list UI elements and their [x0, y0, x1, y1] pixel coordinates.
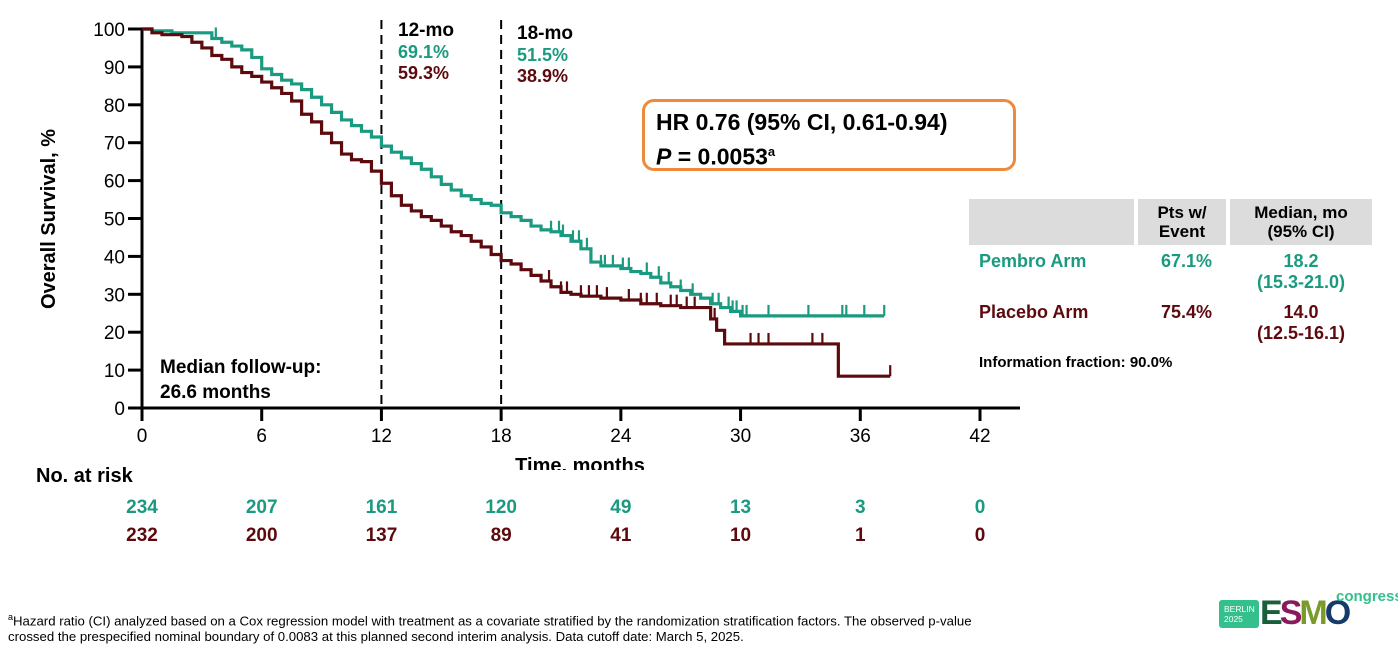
at-risk-title: No. at risk [36, 465, 133, 487]
at-risk-value: 13 [729, 497, 752, 518]
table-header-median: Median, mo (95% CI) [1230, 199, 1372, 245]
x-tick-label: 6 [256, 426, 267, 447]
footnote-marker: a [8, 612, 14, 622]
table-median-placebo-value: 14.0 [1283, 302, 1319, 322]
y-tick-label: 20 [104, 323, 125, 344]
table-median-placebo-ci: (12.5-16.1) [1256, 323, 1346, 343]
at-risk-value: 137 [365, 525, 398, 546]
series-layer [142, 27, 892, 378]
at-risk-value: 3 [854, 497, 866, 518]
annotation-18mo-placebo: 38.9% [517, 66, 569, 86]
km-chart: 0 10 20 30 40 50 60 70 80 90 100 0 6 12 18 24 30 36 42 Ov… [38, 20, 1020, 470]
hazard-ratio-text: HR 0.76 (95% CI, 0.61-0.94) [656, 109, 948, 135]
km-curve-pembro [142, 27, 885, 318]
y-axis-title: Overall Survival, % [38, 129, 60, 309]
at-risk-value: 161 [365, 497, 398, 518]
at-risk-value: 0 [974, 497, 986, 518]
logo-letter-m: M [1299, 594, 1327, 632]
logo-letter-s: S [1279, 594, 1303, 632]
logo-city: BERLIN [1224, 604, 1255, 614]
table-header-events-line1: Pts w/ [1157, 203, 1207, 222]
y-tick-label: 90 [104, 58, 125, 79]
x-tick-label: 36 [850, 426, 871, 447]
annotation-18mo: 18-mo 51.5% 38.9% [517, 23, 573, 87]
logo-letter-o: O [1324, 594, 1352, 632]
at-risk-value: 41 [610, 525, 632, 546]
logo-congress: congress [1336, 588, 1398, 605]
p-value-label: P [656, 143, 672, 170]
median-followup-label: Median follow-up: [160, 357, 322, 378]
annotation-18mo-title: 18-mo [517, 23, 573, 44]
logo-year: 2025 [1224, 614, 1243, 624]
table-median-pembro-value: 18.2 [1283, 251, 1319, 271]
x-axis: 0 6 12 18 24 30 36 42 [137, 406, 1020, 447]
table-header-median-line1: Median, mo [1254, 203, 1348, 222]
y-tick-label: 50 [104, 210, 125, 231]
at-risk-value: 49 [610, 497, 632, 518]
table-event-pembro: 67.1% [1160, 251, 1212, 271]
median-followup: Median follow-up: 26.6 months [160, 355, 321, 405]
y-tick-label: 70 [104, 134, 125, 155]
information-fraction: Information fraction: 90.0% [979, 354, 1173, 371]
table-median-pembro: 18.2 (15.3-21.0) [1230, 251, 1372, 293]
x-tick-label: 0 [137, 426, 148, 447]
x-tick-label: 12 [371, 426, 392, 447]
logo-berlin-badge: BERLIN 2025 [1219, 600, 1259, 628]
median-followup-value: 26.6 months [160, 382, 271, 403]
table-median-placebo: 14.0 (12.5-16.1) [1230, 302, 1372, 344]
x-tick-label: 30 [730, 426, 751, 447]
y-tick-label: 60 [104, 172, 125, 193]
y-axis: 0 10 20 30 40 50 60 70 80 90 100 [93, 20, 144, 420]
p-value-footnote-marker: a [767, 144, 776, 159]
table-event-placebo: 75.4% [1160, 302, 1212, 322]
y-tick-label: 80 [104, 96, 125, 117]
annotation-12mo-pembro: 69.1% [398, 42, 450, 62]
table-header-median-line2: (95% CI) [1267, 222, 1335, 241]
at-risk-value: 120 [485, 497, 517, 518]
hazard-ratio-box: HR 0.76 (95% CI, 0.61-0.94) P = 0.0053a [642, 99, 1016, 171]
p-value: = 0.0053 [671, 143, 768, 170]
footnote-line1: aHazard ratio (CI) analyzed based on a C… [8, 609, 972, 629]
x-axis-title: Time, months [515, 455, 645, 470]
logo-letter-e: E [1260, 594, 1283, 632]
annotation-12mo-placebo: 59.3% [398, 63, 450, 83]
p-value-text: P = 0.0053a [656, 137, 1013, 172]
at-risk-value: 234 [126, 497, 158, 518]
table-arm-placebo: Placebo Arm [979, 302, 1089, 322]
annotation-18mo-pembro: 51.5% [517, 45, 569, 65]
y-tick-label: 10 [104, 361, 125, 382]
x-tick-label: 18 [491, 426, 512, 447]
footnote-line2: crossed the prespecified nominal boundar… [8, 629, 744, 645]
at-risk-value: 200 [245, 525, 278, 546]
table-arm-pembro: Pembro Arm [979, 251, 1087, 271]
y-tick-label: 0 [114, 399, 125, 420]
footnote-line1-text: Hazard ratio (CI) analyzed based on a Co… [13, 613, 972, 629]
at-risk-value: 207 [245, 497, 278, 518]
footnote: aHazard ratio (CI) analyzed based on a C… [8, 609, 972, 645]
table-header-events-line2: Event [1158, 222, 1206, 241]
x-tick-label: 42 [969, 426, 990, 447]
table-header-events: Pts w/ Event [1138, 199, 1226, 245]
annotation-12mo: 12-mo 69.1% 59.3% [398, 20, 454, 84]
annotation-12mo-title: 12-mo [398, 20, 454, 41]
reference-lines [380, 20, 503, 408]
at-risk-value: 0 [974, 525, 986, 546]
at-risk-value: 232 [126, 525, 158, 546]
at-risk-value: 89 [490, 525, 512, 546]
table-median-pembro-ci: (15.3-21.0) [1256, 272, 1346, 292]
y-tick-label: 40 [104, 247, 125, 268]
at-risk-value: 10 [729, 525, 752, 546]
at-risk-value: 1 [854, 525, 866, 546]
y-tick-label: 100 [93, 20, 125, 41]
table-header-blank [969, 199, 1134, 245]
y-tick-label: 30 [104, 285, 125, 306]
logo-esmo: ESMO [1260, 594, 1352, 632]
x-tick-label: 24 [610, 426, 632, 447]
